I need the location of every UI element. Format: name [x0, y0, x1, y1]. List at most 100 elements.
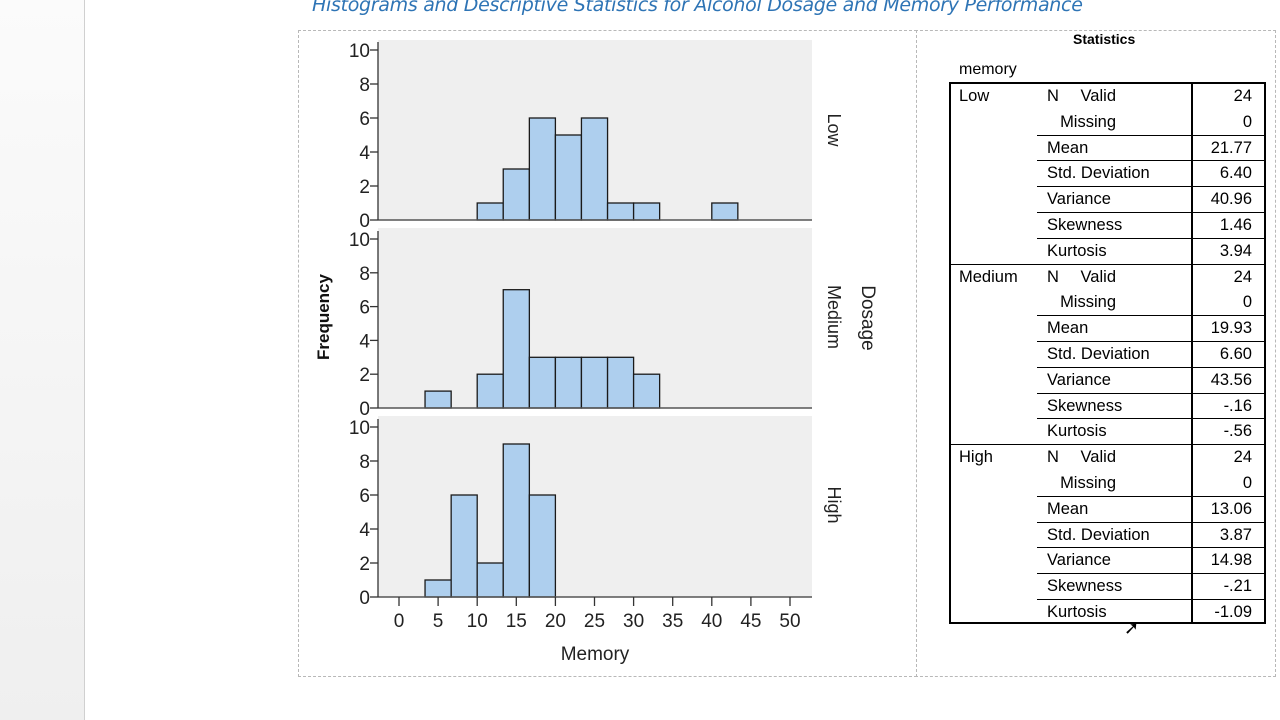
row-divider [1037, 547, 1264, 549]
stat-value: 0 [1242, 474, 1252, 492]
chart-frame [298, 30, 917, 677]
stat-value: 1.46 [1219, 216, 1252, 234]
group-label-high: High [959, 448, 993, 467]
histogram-bar [632, 373, 661, 409]
histogram-bar [502, 168, 531, 221]
stat-value: 13.06 [1210, 499, 1252, 518]
stat-sublabel: Missing [1060, 112, 1116, 131]
histogram-bar [580, 356, 609, 409]
row-divider [1037, 521, 1264, 523]
column-divider [1191, 84, 1193, 622]
stat-label: Mean [1047, 319, 1089, 338]
y-tick-label: 0 [359, 588, 370, 609]
stat-label: Skewness [1047, 577, 1123, 596]
stat-label: Mean [1047, 138, 1089, 157]
histogram-bar [528, 356, 557, 409]
histogram-bar [450, 494, 478, 598]
panel-background [378, 416, 812, 597]
variable-label: memory [959, 61, 1017, 78]
stat-value: 6.40 [1219, 164, 1252, 183]
row-divider [1037, 366, 1264, 368]
stat-value: 6.60 [1219, 345, 1252, 363]
stat-value: 21.77 [1210, 138, 1252, 157]
row-divider [1037, 341, 1264, 342]
panel-label-medium: Medium [824, 285, 844, 349]
histogram-bar [554, 134, 583, 221]
y-tick-label: 2 [359, 177, 370, 198]
stat-label: Kurtosis [1047, 603, 1107, 621]
histogram-bar [580, 117, 609, 221]
row-divider [1037, 599, 1264, 600]
histogram-bar [632, 202, 661, 221]
y-tick-label: 6 [359, 109, 370, 130]
histogram-chart: 0 2 4 6 8 10 Low 0 2 4 6 8 10 Medium 0 2 4 6 8 10 High 0 5 10 15… [314, 40, 878, 665]
histogram-bar [502, 443, 531, 598]
statistics-table: Low N Valid 24 Missing 0 Mean 21.77 Std. Deviati… [949, 82, 1266, 624]
y-tick-label: 4 [359, 520, 370, 541]
x-tick-label: 50 [779, 611, 800, 632]
histogram-bar [606, 202, 635, 221]
y-tick-label: 10 [349, 41, 370, 62]
y-tick-label: 2 [359, 365, 370, 386]
stat-label: Kurtosis [1047, 241, 1107, 260]
statistics-title: Statistics [1073, 31, 1136, 47]
histogram-bar [476, 202, 504, 221]
x-tick-label: 20 [545, 611, 566, 632]
x-axis-label: Memory [561, 644, 630, 665]
y-tick-label: 8 [359, 264, 370, 285]
stat-label: Variance [1047, 190, 1111, 209]
x-tick-label: 45 [740, 611, 761, 632]
row-divider [1037, 315, 1264, 317]
histogram-bar [711, 202, 739, 221]
stat-value: 24 [1233, 267, 1252, 286]
x-tick-label: 30 [623, 611, 644, 632]
stat-sublabel: Missing [1060, 474, 1116, 492]
panel-label-high: High [824, 486, 844, 523]
stat-label: Variance [1047, 551, 1111, 570]
stat-value: -1.09 [1214, 603, 1252, 621]
stat-label: Std. Deviation [1047, 345, 1150, 363]
stat-label: N [1047, 87, 1059, 105]
x-tick-label: 10 [467, 611, 488, 632]
stat-label: Mean [1047, 499, 1089, 518]
stat-value: 14.98 [1210, 551, 1252, 570]
panel-label-low: Low [824, 113, 844, 147]
row-divider [1037, 186, 1264, 188]
stat-value: 3.87 [1219, 525, 1252, 544]
table-frame [915, 30, 1276, 677]
document-heading: Histograms and Descriptive Statistics fo… [312, 0, 1083, 16]
row-divider [1037, 212, 1264, 213]
stat-sublabel: Valid [1080, 267, 1116, 286]
group-divider [951, 444, 1264, 446]
y-tick-label: 10 [349, 230, 370, 251]
stat-sublabel: Valid [1080, 448, 1116, 467]
row-divider [1037, 418, 1264, 420]
histogram-bar [424, 579, 452, 598]
histogram-bar [502, 289, 531, 409]
stat-value: 24 [1233, 448, 1252, 467]
histogram-bar [424, 390, 452, 409]
stat-value: 19.93 [1210, 319, 1252, 338]
stat-value: -.21 [1223, 577, 1252, 596]
y-tick-label: 8 [359, 75, 370, 96]
histogram-bar [554, 356, 583, 409]
stat-label: Variance [1047, 370, 1111, 389]
y-tick-label: 6 [359, 486, 370, 507]
x-tick-label: 5 [433, 611, 444, 632]
row-divider [1037, 495, 1264, 497]
y-tick-label: 4 [359, 143, 370, 164]
y-tick-label: 8 [359, 452, 370, 473]
stat-sublabel: Valid [1080, 87, 1116, 105]
group-label-low: Low [959, 87, 990, 105]
y-tick-label: 10 [349, 418, 370, 439]
y-tick-label: 0 [359, 211, 370, 232]
histogram-bar [476, 373, 504, 409]
y-tick-label: 2 [359, 554, 370, 575]
y-tick-label: 4 [359, 331, 370, 352]
stat-value: 0 [1242, 293, 1252, 312]
y-tick-label: 6 [359, 298, 370, 319]
stat-value: 24 [1233, 87, 1252, 105]
stat-label: Kurtosis [1047, 422, 1107, 441]
histogram-bar [528, 117, 557, 221]
stat-value: 3.94 [1219, 241, 1252, 260]
